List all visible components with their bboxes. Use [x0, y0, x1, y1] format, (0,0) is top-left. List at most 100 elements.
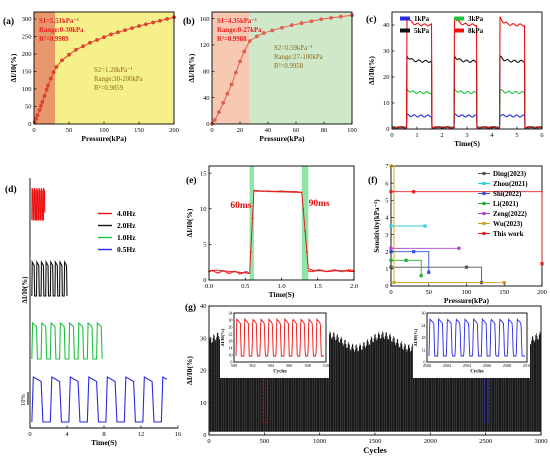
panel-f-point [389, 258, 393, 262]
panel-d-xtick-label: 4 [65, 431, 69, 438]
panel-g-inset-ytick-label: 10 [228, 353, 232, 358]
panel-g-inset-ylabel: ΔI/I0(%) [220, 328, 225, 346]
panel-e-point [233, 270, 236, 273]
panel-e-point [251, 217, 254, 220]
panel-g-inset-xtick-label: 500 [231, 363, 237, 368]
panel-a-xlabel: Pressure(kPa) [81, 134, 127, 143]
panel-d-series-0.5Hz [31, 376, 168, 423]
panel-e-point [329, 269, 332, 272]
panel-f-point [389, 224, 393, 228]
panel-g-inset-ytick-label: 30 [228, 318, 232, 323]
panel-e-point [271, 190, 274, 193]
panel-e-point [242, 271, 245, 274]
panel-g-tag: (g) [185, 302, 196, 313]
panel-e-point [315, 269, 317, 272]
panel-a-annotation-2: Range:30-200kPa [94, 76, 143, 83]
panel-g-xtick-label: 3000 [535, 438, 548, 445]
panel-e-point [226, 271, 229, 274]
panel-a-point [48, 76, 53, 81]
panel-g-series-dense [209, 321, 541, 432]
panel-g-xtick-label: 500 [259, 438, 269, 445]
panel-e-point [313, 270, 316, 272]
panel-e-point [235, 270, 238, 273]
panel-f-legend-marker [482, 181, 486, 186]
panel-a-point [137, 24, 141, 28]
panel-b-region-1 [249, 12, 352, 124]
panel-c-series-1kPa [391, 113, 543, 129]
panel-b-annotation-2: S2=0.59kPa⁻¹ [274, 45, 313, 52]
panel-f-xtick-label: 50 [426, 289, 433, 296]
panel-e-point [340, 270, 343, 273]
panel-b-point [221, 101, 226, 105]
panel-d-xtick-label: 0 [28, 431, 31, 438]
panel-f-ytick-label: 0 [385, 283, 388, 290]
panel-a-point [44, 87, 49, 92]
panel-b-point [233, 70, 238, 75]
panel-a-ylabel: ΔI/I0(%) [9, 53, 18, 82]
panel-a-point [102, 35, 106, 40]
panel-b-point [289, 23, 294, 28]
panel-f-ytick-label: 7 [385, 163, 389, 170]
panel-f-legend-label: Zeng(2022) [493, 210, 528, 218]
panel-f-xlabel: Pressure(kPa) [444, 296, 490, 305]
panel-b-region-0 [212, 12, 250, 124]
panel-b-xtick-label: 100 [347, 127, 357, 134]
panel-g-inset-xlabel: Cycles [470, 370, 483, 375]
panel-g-inset-xtick-label: 502 [249, 363, 255, 368]
panel-c-xtick-label: 2 [440, 132, 443, 139]
panel-b-point [280, 25, 284, 30]
panel-g-xtick-label: 2500 [479, 438, 492, 445]
panel-g-inset-xtick-label: 2504 [463, 363, 472, 368]
panel-b-xtick-label: 80 [321, 127, 328, 134]
panel-g-inset-xtick-label: 2508 [503, 363, 511, 368]
panel-f-point [389, 246, 393, 250]
panel-e-point [316, 269, 319, 272]
panel-e-point [327, 270, 330, 273]
panel-e-point [215, 271, 218, 274]
panel-e-point [280, 190, 283, 193]
panel-b-xlabel: Pressure(kPa) [259, 134, 305, 143]
panel-e-point [311, 270, 314, 273]
panel-a-ytick-label: 150 [22, 69, 32, 76]
panel-f-ytick-label: 4 [385, 215, 389, 222]
panel-f-ytick-label: 3 [385, 232, 388, 239]
panel-e-point [307, 270, 310, 272]
panel-c-legend-swatch [454, 28, 464, 33]
panel-d-legend-label: 2.0Hz [117, 221, 136, 230]
panel-g-ytick-label: 0 [203, 432, 206, 439]
panel-b-xtick-label: 40 [265, 127, 272, 134]
panel-a-ytick-label: 100 [22, 86, 32, 93]
panel-f-xtick-label: 100 [462, 289, 472, 296]
panel-c-xlabel: Time(S) [454, 139, 480, 148]
panel-g-inset-ytick-label: 6 [230, 360, 232, 365]
panel-g-inset-xtick-label: 2506 [483, 363, 491, 368]
panel-c-xtick-label: 5 [515, 132, 518, 139]
panel-e-annotation-60ms: 60ms [230, 201, 251, 211]
panel-e-xtick-label: 1.0 [277, 283, 285, 290]
panel-a-region-0 [34, 12, 55, 124]
panel-a-point [39, 103, 43, 108]
panel-g-inset-ytick-label: 14 [228, 346, 233, 351]
panel-g-inset-frame [426, 312, 528, 363]
panel-f-ytick-label: 2 [385, 249, 388, 256]
panel-b-point [338, 14, 343, 19]
panel-b-point [254, 34, 259, 39]
panel-e-point [269, 190, 272, 193]
panel-e-point [224, 270, 227, 273]
panel-b-frame [211, 11, 353, 125]
panel-g-xtick-label: 2000 [424, 438, 437, 445]
panel-c-legend-label: 1kPa [414, 15, 430, 23]
panel-d-xtick-label: 8 [102, 431, 105, 438]
panel-f-xtick-label: 150 [499, 289, 509, 296]
panel-e-point [282, 190, 285, 193]
panel-a-point [130, 26, 134, 30]
panel-e-point [275, 190, 277, 193]
panel-d-series-1.0Hz [31, 321, 103, 360]
panel-b-annotation-2: R²=0.9958 [274, 63, 304, 70]
panel-f-xtick-label: 0 [389, 289, 392, 296]
panel-c-series-5kPa [391, 54, 543, 129]
panel-e-xlabel: Time(S) [269, 290, 295, 299]
panel-e-point [253, 190, 256, 192]
panel-b-ytick-label: 0 [206, 121, 209, 128]
panel-g-ytick-label: 30 [200, 335, 207, 342]
